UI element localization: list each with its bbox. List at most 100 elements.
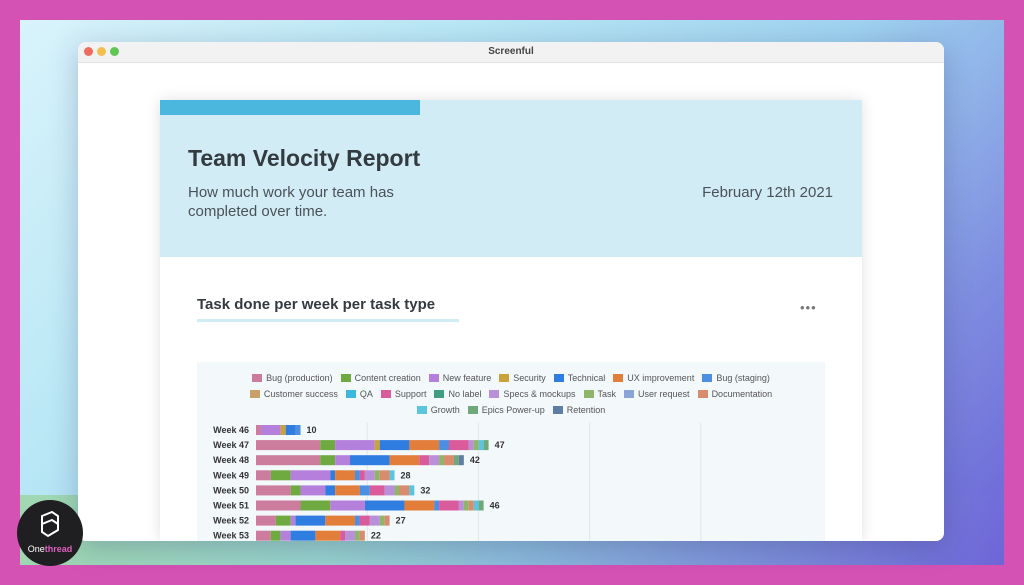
bar-segment[interactable] [359, 485, 370, 496]
bar-segment[interactable] [260, 425, 281, 435]
maximize-window-button[interactable] [110, 47, 119, 56]
bar-segment[interactable] [256, 425, 261, 435]
bar-segment[interactable] [315, 530, 341, 541]
bar-segment[interactable] [354, 470, 360, 481]
bar-segment[interactable] [256, 470, 271, 481]
bar-segment[interactable] [458, 455, 464, 466]
bar-segment[interactable] [290, 515, 296, 526]
bar-segment[interactable] [384, 485, 395, 496]
bar-segment[interactable] [256, 500, 301, 511]
bar-segment[interactable] [290, 530, 316, 541]
bar-segment[interactable] [369, 515, 380, 526]
legend-item[interactable]: QA [345, 389, 373, 399]
bar-segment[interactable] [468, 440, 474, 451]
bar-segment[interactable] [350, 455, 390, 466]
legend-item[interactable]: UX improvement [613, 373, 694, 383]
legend-item[interactable]: Support [380, 389, 426, 399]
bar-segment[interactable] [463, 500, 469, 511]
legend-item[interactable]: Bug (staging) [702, 373, 770, 383]
bar-segment[interactable] [359, 530, 365, 541]
more-options-icon[interactable]: ••• [800, 300, 817, 315]
bar-segment[interactable] [384, 515, 390, 526]
bar-segment[interactable] [256, 455, 321, 466]
bar-segment[interactable] [444, 455, 454, 466]
legend-item[interactable]: Task [583, 389, 616, 399]
bar-segment[interactable] [280, 530, 291, 541]
legend-item[interactable]: Technical [553, 373, 605, 383]
bar-segment[interactable] [448, 440, 469, 451]
bar-segment[interactable] [330, 470, 336, 481]
bar-segment[interactable] [275, 515, 291, 526]
bar-segment[interactable] [354, 515, 360, 526]
bar-segment[interactable] [374, 440, 380, 451]
legend-item[interactable]: Customer success [249, 389, 338, 399]
bar-segment[interactable] [345, 530, 355, 541]
legend-item[interactable]: No label [434, 389, 481, 399]
bar-segment[interactable] [256, 515, 276, 526]
bar-segment[interactable] [419, 455, 430, 466]
bar-segment[interactable] [335, 485, 360, 496]
legend-item[interactable]: Content creation [340, 373, 421, 383]
bar-segment[interactable] [295, 425, 301, 435]
legend-item[interactable]: Security [499, 373, 546, 383]
bar-segment[interactable] [439, 455, 445, 466]
bar-segment[interactable] [374, 470, 380, 481]
legend-item[interactable]: Specs & mockups [489, 389, 576, 399]
bar-segment[interactable] [290, 485, 301, 496]
bar-segment[interactable] [399, 485, 410, 496]
legend-item[interactable]: Epics Power-up [467, 405, 545, 415]
legend-item[interactable]: Documentation [697, 389, 772, 399]
legend-item[interactable]: Growth [416, 405, 460, 415]
bar-segment[interactable] [359, 515, 370, 526]
bar-segment[interactable] [478, 440, 484, 451]
bar-segment[interactable] [354, 530, 360, 541]
bar-segment[interactable] [359, 470, 365, 481]
bar-segment[interactable] [290, 470, 331, 481]
bar-segment[interactable] [364, 500, 405, 511]
legend-item[interactable]: User request [624, 389, 690, 399]
bar-segment[interactable] [300, 485, 326, 496]
bar-segment[interactable] [439, 440, 449, 451]
legend-item[interactable]: Bug (production) [252, 373, 333, 383]
bar-segment[interactable] [483, 440, 489, 451]
bar-segment[interactable] [473, 440, 479, 451]
close-window-button[interactable] [84, 47, 93, 56]
bar-segment[interactable] [434, 500, 440, 511]
bar-segment[interactable] [379, 515, 385, 526]
legend-item[interactable]: Retention [552, 405, 605, 415]
bar-segment[interactable] [335, 470, 355, 481]
bar-segment[interactable] [285, 425, 296, 435]
bar-segment[interactable] [453, 455, 459, 466]
bar-segment[interactable] [458, 500, 464, 511]
bar-segment[interactable] [320, 440, 336, 451]
bar-segment[interactable] [409, 440, 440, 451]
bar-segment[interactable] [270, 470, 291, 481]
bar-segment[interactable] [270, 530, 281, 541]
bar-segment[interactable] [478, 500, 484, 511]
minimize-window-button[interactable] [97, 47, 106, 56]
bar-segment[interactable] [364, 470, 375, 481]
bar-segment[interactable] [335, 440, 375, 451]
bar-segment[interactable] [389, 470, 395, 481]
bar-segment[interactable] [325, 485, 336, 496]
bar-segment[interactable] [320, 455, 336, 466]
bar-segment[interactable] [256, 485, 291, 496]
bar-segment[interactable] [409, 485, 415, 496]
bar-segment[interactable] [300, 500, 331, 511]
bar-segment[interactable] [369, 485, 385, 496]
bar-segment[interactable] [439, 500, 459, 511]
bar-segment[interactable] [389, 455, 420, 466]
bar-segment[interactable] [473, 500, 479, 511]
bar-segment[interactable] [280, 425, 286, 435]
legend-item[interactable]: New feature [428, 373, 491, 383]
bar-segment[interactable] [468, 500, 474, 511]
bar-segment[interactable] [256, 440, 321, 451]
bar-segment[interactable] [256, 530, 271, 541]
bar-segment[interactable] [295, 515, 326, 526]
bar-segment[interactable] [379, 440, 410, 451]
bar-segment[interactable] [330, 500, 365, 511]
bar-segment[interactable] [335, 455, 351, 466]
bar-segment[interactable] [394, 485, 400, 496]
bar-segment[interactable] [340, 530, 346, 541]
bar-segment[interactable] [429, 455, 440, 466]
